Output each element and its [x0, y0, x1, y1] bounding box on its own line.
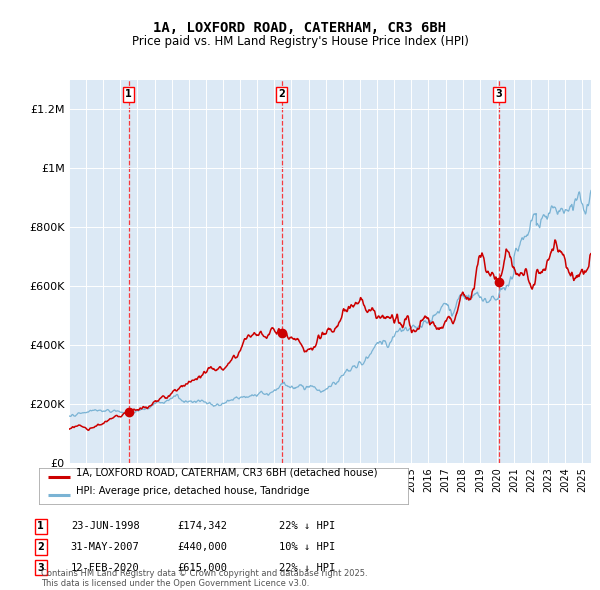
Text: Price paid vs. HM Land Registry's House Price Index (HPI): Price paid vs. HM Land Registry's House … — [131, 35, 469, 48]
Text: 10% ↓ HPI: 10% ↓ HPI — [279, 542, 335, 552]
Text: 3: 3 — [496, 90, 502, 99]
Text: 3: 3 — [37, 563, 44, 572]
Text: 31-MAY-2007: 31-MAY-2007 — [71, 542, 140, 552]
Text: 22% ↓ HPI: 22% ↓ HPI — [279, 563, 335, 572]
Text: 2: 2 — [37, 542, 44, 552]
Text: 1A, LOXFORD ROAD, CATERHAM, CR3 6BH: 1A, LOXFORD ROAD, CATERHAM, CR3 6BH — [154, 21, 446, 35]
Text: Contains HM Land Registry data © Crown copyright and database right 2025.
This d: Contains HM Land Registry data © Crown c… — [41, 569, 367, 588]
Text: 1A, LOXFORD ROAD, CATERHAM, CR3 6BH (detached house): 1A, LOXFORD ROAD, CATERHAM, CR3 6BH (det… — [76, 468, 377, 478]
Text: 1: 1 — [125, 90, 132, 99]
Text: £174,342: £174,342 — [177, 522, 227, 531]
Text: £615,000: £615,000 — [177, 563, 227, 572]
Text: 23-JUN-1998: 23-JUN-1998 — [71, 522, 140, 531]
Text: 1: 1 — [37, 522, 44, 531]
Text: HPI: Average price, detached house, Tandridge: HPI: Average price, detached house, Tand… — [76, 486, 310, 496]
Text: 12-FEB-2020: 12-FEB-2020 — [71, 563, 140, 572]
Text: £440,000: £440,000 — [177, 542, 227, 552]
Text: 22% ↓ HPI: 22% ↓ HPI — [279, 522, 335, 531]
Text: 2: 2 — [278, 90, 285, 99]
